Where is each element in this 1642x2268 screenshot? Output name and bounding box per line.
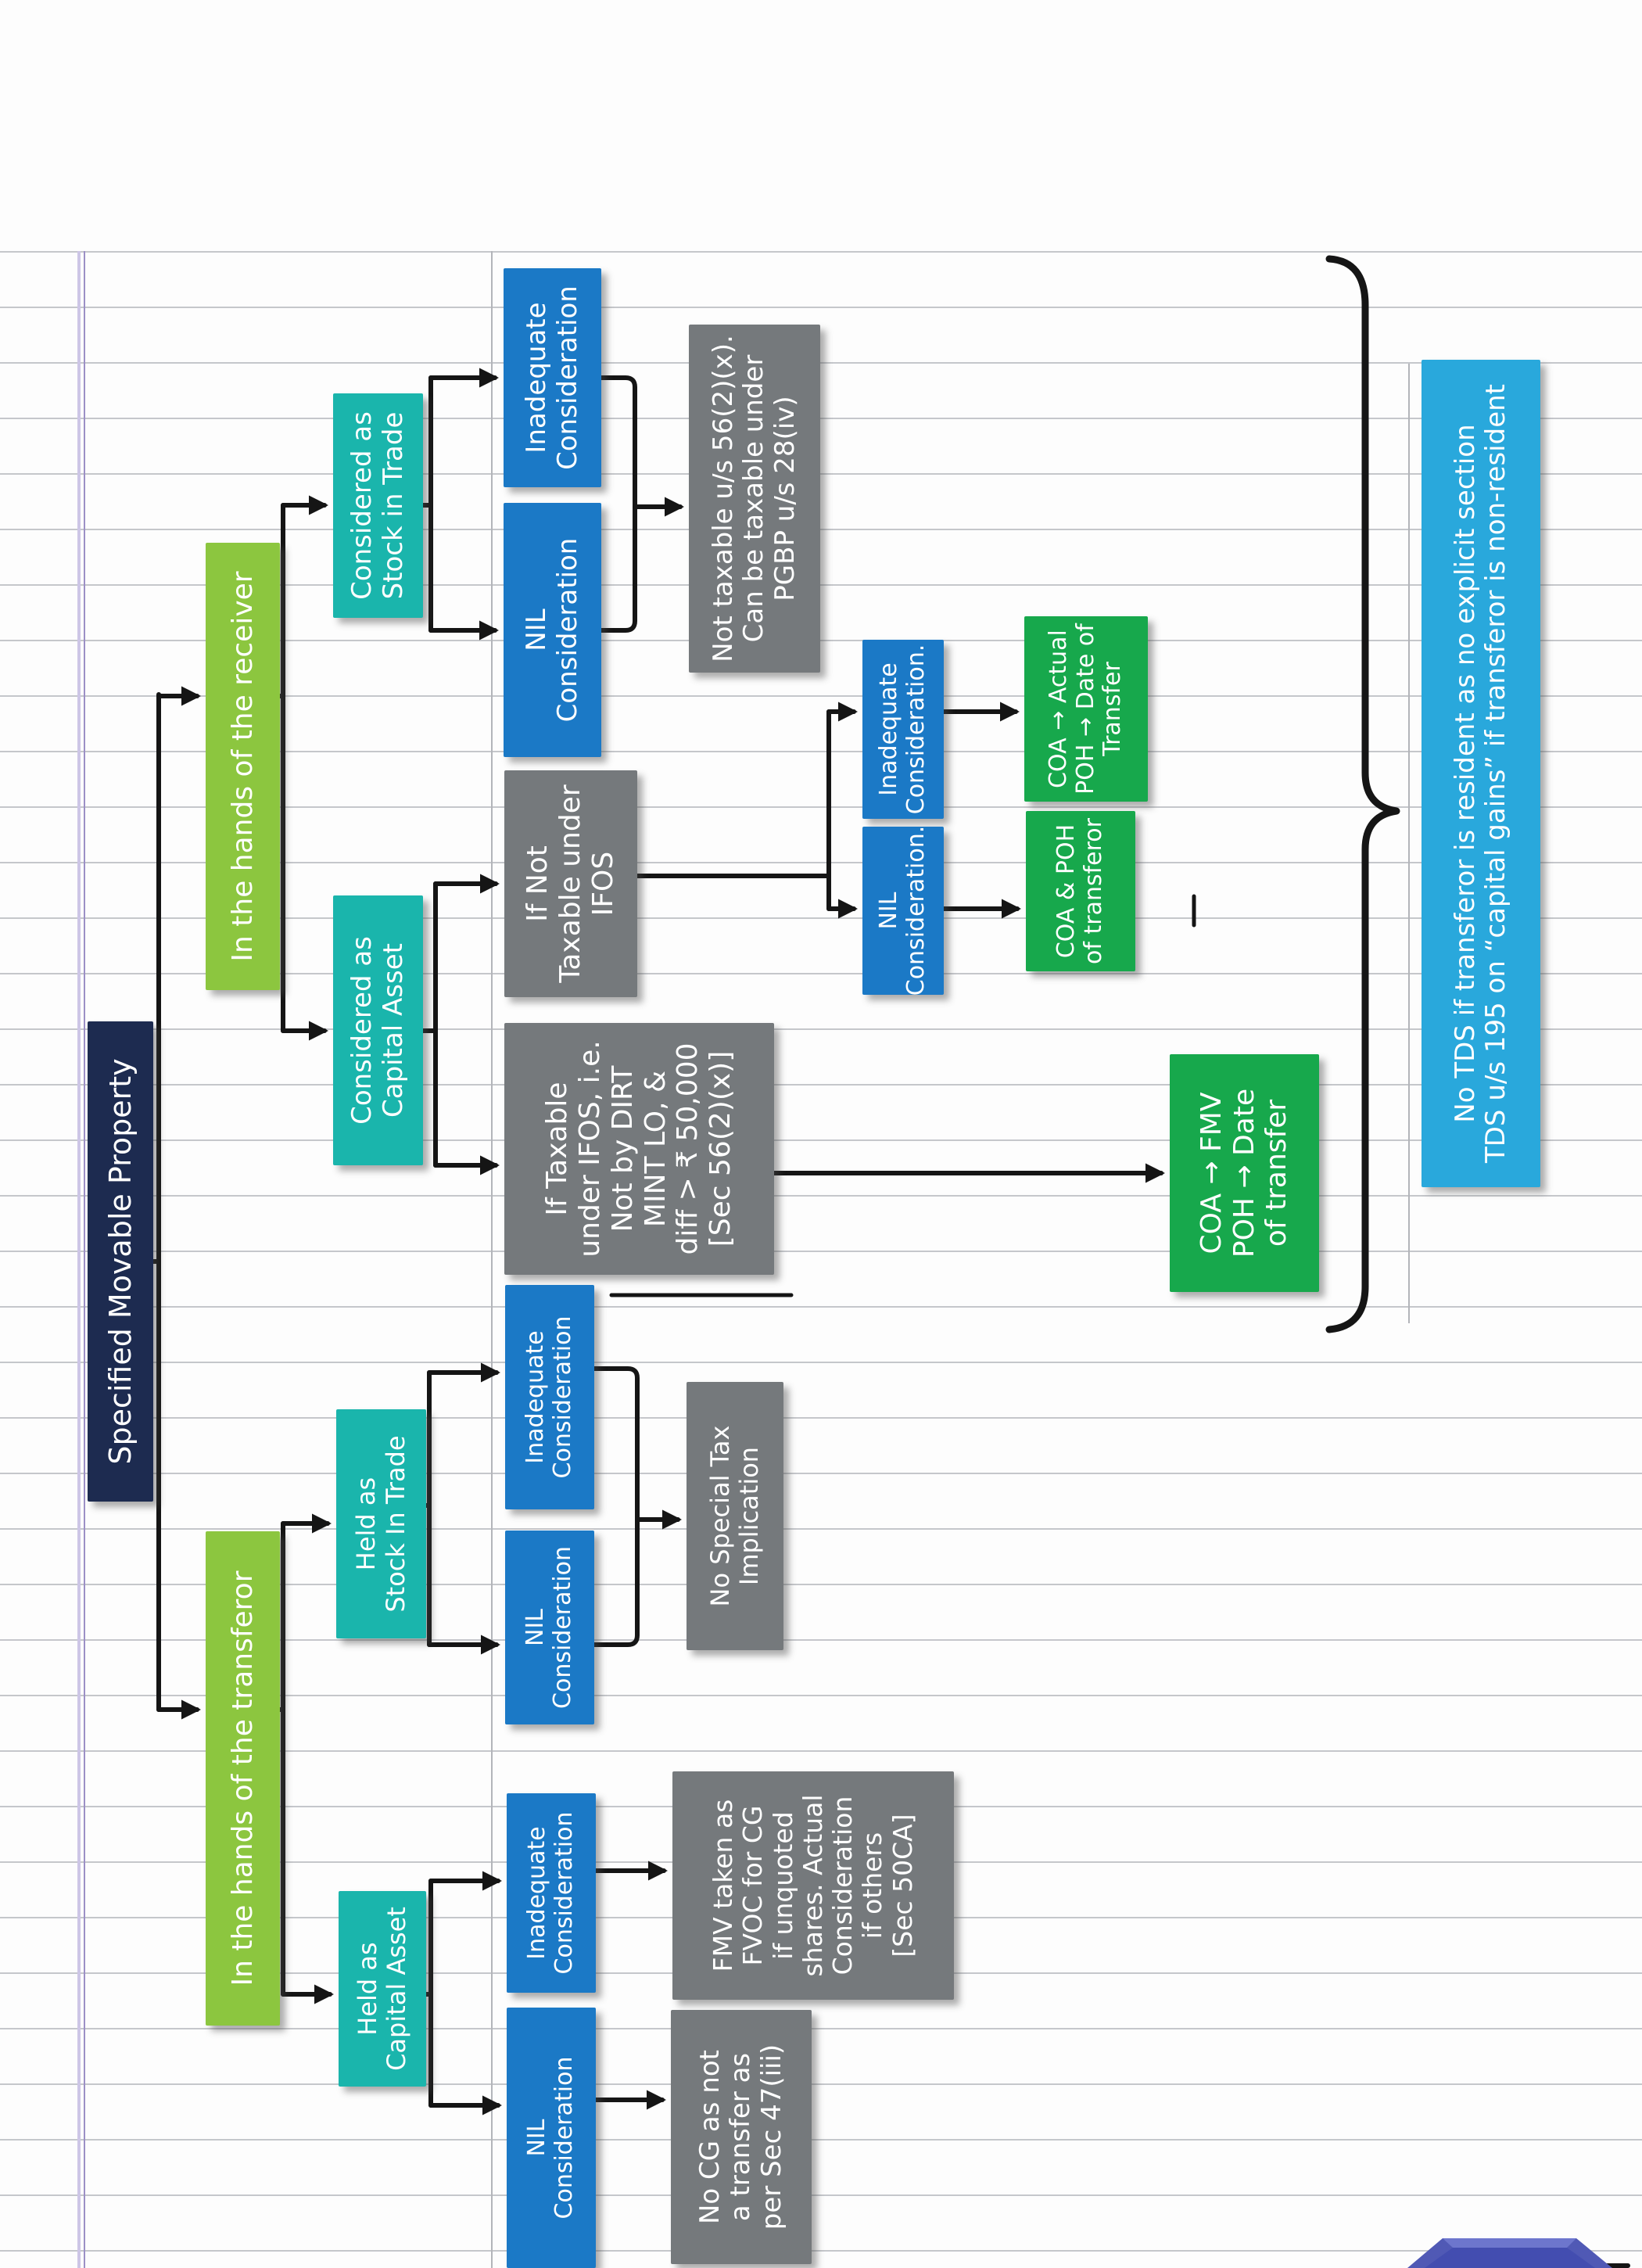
node-held-as-stock-in-trade[interactable]: Held as Stock In Trade (336, 1409, 426, 1638)
node-coa-actual-poh-date[interactable]: COA → Actual POH → Date of Transfer (1024, 616, 1148, 802)
connector (424, 1879, 433, 2108)
frame-guide-right (1408, 364, 1410, 1323)
node-not-taxable-56-2-x[interactable]: Not taxable u/s 56(2)(x). Can be taxable… (689, 325, 820, 673)
connector (421, 375, 433, 633)
node-inadequate-consideration-transferor-capital[interactable]: Inadequate Consideration (507, 1793, 596, 1993)
bracket (592, 1366, 640, 1647)
node-nil-consideration-transferor-capital[interactable]: NIL Consideration (507, 2008, 596, 2268)
node-hands-of-receiver[interactable]: In the hands of the receiver (206, 543, 280, 990)
node-specified-movable-property[interactable]: Specified Movable Property (88, 1021, 153, 1502)
banner-shape (1407, 2238, 1612, 2268)
node-nil-consideration-ifos[interactable]: NIL Consideration. (862, 826, 944, 996)
node-inadequate-consideration-receiver-stock[interactable]: Inadequate Consideration (504, 268, 601, 487)
connector (278, 503, 285, 1033)
connector (635, 709, 831, 911)
connector (421, 881, 438, 1168)
curly-brace (1325, 255, 1400, 1333)
node-considered-capital-asset[interactable]: Considered as Capital Asset (333, 895, 423, 1165)
node-considered-stock-in-trade[interactable]: Considered as Stock in Trade (333, 393, 423, 618)
connector (424, 1370, 432, 1647)
node-coa-fmv-poh-date[interactable]: COA → FMV POH → Date of transfer (1170, 1054, 1319, 1292)
margin-line-inner (84, 251, 85, 2268)
connector (278, 1521, 285, 1997)
node-nil-consideration-transferor-stock[interactable]: NIL Consideration (505, 1531, 594, 1724)
node-nil-consideration-receiver-stock[interactable]: NIL Consideration (504, 503, 601, 757)
node-inadequate-consideration-ifos[interactable]: Inadequate Consideration. (862, 640, 944, 819)
node-inadequate-consideration-transferor-stock[interactable]: Inadequate Consideration (505, 1285, 594, 1509)
node-if-not-taxable-ifos[interactable]: If Not Taxable under IFOS (504, 770, 637, 997)
margin-line (77, 251, 81, 2268)
node-no-cg-sec-47[interactable]: No CG as not a transfer as per Sec 47(ii… (671, 2010, 812, 2264)
frame-guide-left (491, 251, 493, 2268)
node-hands-of-transferor[interactable]: In the hands of the transferor (206, 1531, 280, 2026)
node-held-as-capital-asset[interactable]: Held as Capital Asset (339, 1891, 426, 2087)
node-tds-note[interactable]: No TDS if transferor is resident as no e… (1422, 360, 1540, 1187)
bracket (599, 375, 637, 633)
node-no-special-tax-implication[interactable]: No Special Tax Implication (687, 1382, 783, 1650)
node-fmv-taken-as-fvoc[interactable]: FMV taken as FVOC for CG if unquoted sha… (672, 1771, 954, 2000)
node-if-taxable-ifos[interactable]: If Taxable under IFOS, i.e. Not by DIRT … (504, 1023, 774, 1275)
node-coa-poh-of-transferor[interactable]: COA & POH of transferor (1026, 811, 1135, 971)
